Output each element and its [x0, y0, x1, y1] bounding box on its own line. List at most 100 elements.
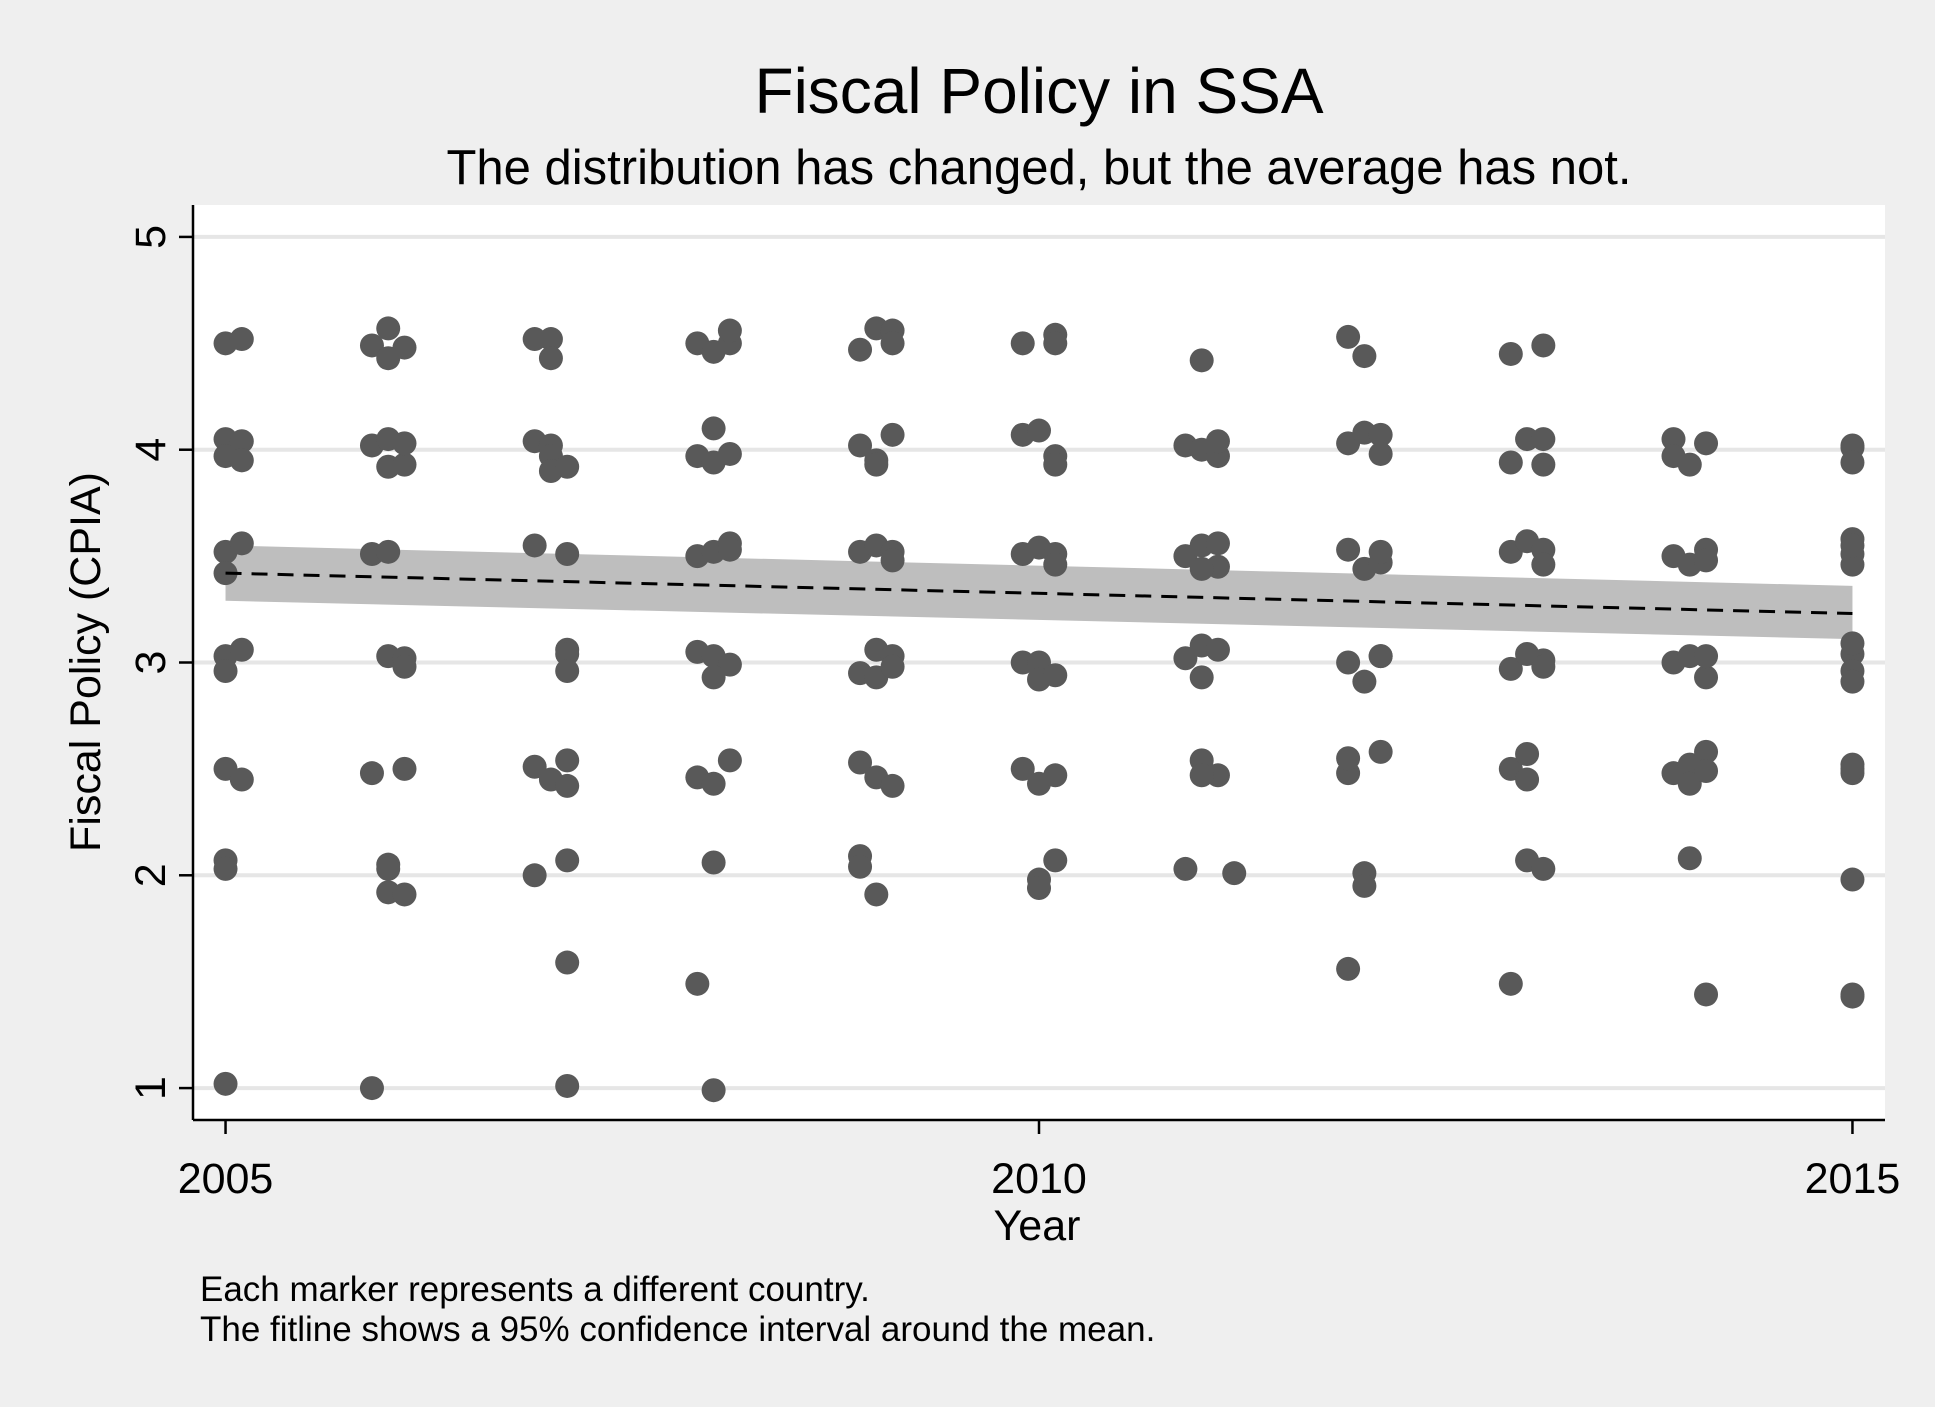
data-point: [717, 748, 742, 773]
data-point: [1352, 344, 1377, 369]
data-point: [538, 327, 563, 352]
data-point: [1027, 876, 1051, 901]
data-point: [1498, 971, 1523, 996]
data-point: [359, 333, 384, 358]
data-point: [555, 748, 580, 773]
data-point: [1677, 771, 1702, 796]
data-point: [1694, 739, 1719, 764]
data-points: [213, 316, 1865, 1103]
y-axis-label: Fiscal Policy (CPIA): [62, 472, 110, 852]
data-point: [717, 652, 742, 677]
data-point: [1694, 548, 1719, 573]
data-point: [1189, 763, 1214, 788]
data-point: [701, 771, 726, 796]
data-point: [701, 850, 726, 875]
data-point: [1840, 631, 1865, 656]
chart-title: Fiscal Policy in SSA: [754, 55, 1323, 127]
data-point: [1840, 433, 1865, 458]
data-point: [1498, 450, 1523, 475]
data-point: [701, 416, 726, 441]
data-point: [1368, 739, 1393, 764]
data-point: [1531, 654, 1556, 679]
data-point: [392, 654, 417, 679]
data-point: [1368, 539, 1393, 564]
data-point: [1043, 848, 1068, 873]
data-point: [1352, 873, 1377, 898]
x-tick-label: 2010: [991, 1155, 1087, 1203]
data-point: [1531, 856, 1556, 881]
data-point: [1840, 984, 1865, 1009]
data-point: [1352, 669, 1377, 694]
data-point: [717, 441, 742, 466]
data-point: [392, 431, 417, 456]
data-point: [1336, 956, 1361, 981]
data-point: [522, 863, 547, 888]
data-point: [1043, 663, 1068, 688]
data-point: [1840, 533, 1865, 558]
data-point: [1531, 552, 1556, 577]
data-point: [1189, 348, 1214, 373]
data-point: [376, 539, 401, 564]
data-point: [555, 541, 580, 566]
data-point: [229, 767, 254, 792]
fitline-layer: [225, 571, 1853, 616]
data-point: [685, 971, 710, 996]
data-point: [1694, 431, 1719, 456]
data-point: [1027, 418, 1051, 443]
chart-subtitle: The distribution has changed, but the av…: [447, 141, 1632, 195]
data-point: [1531, 333, 1556, 358]
data-point: [1694, 759, 1719, 784]
data-point: [522, 533, 547, 558]
data-point: [555, 848, 580, 873]
data-point: [555, 659, 580, 684]
data-point: [1336, 537, 1361, 562]
footnote-markers: Each marker represents a different count…: [200, 1270, 870, 1309]
data-point: [555, 454, 580, 479]
data-point: [1173, 646, 1198, 671]
axis-ticks: 1 2 3 4 5 2005 2010 2015: [127, 225, 1900, 1203]
data-point: [229, 531, 254, 556]
data-point: [848, 750, 873, 775]
data-point: [1173, 856, 1198, 881]
y-tick-label: 3: [127, 651, 175, 675]
data-point: [1840, 756, 1865, 781]
data-point: [522, 754, 547, 779]
data-point: [392, 756, 417, 781]
data-point: [1694, 665, 1719, 690]
data-point: [1189, 665, 1214, 690]
x-tick-label: 2005: [178, 1155, 274, 1203]
data-point: [555, 1073, 580, 1098]
fitline: [225, 571, 1853, 616]
x-tick-label: 2015: [1805, 1155, 1901, 1203]
data-point: [880, 654, 905, 679]
data-point: [880, 773, 905, 798]
data-point: [848, 337, 873, 362]
data-point: [1336, 324, 1361, 349]
data-point: [1010, 756, 1035, 781]
data-point: [848, 854, 873, 879]
data-point: [864, 452, 889, 477]
data-point: [864, 882, 889, 907]
data-point: [392, 335, 417, 360]
data-point: [1189, 556, 1214, 581]
data-point: [1043, 763, 1068, 788]
data-point: [848, 433, 873, 458]
data-point: [213, 659, 238, 684]
data-point: [1694, 644, 1719, 669]
data-point: [229, 637, 254, 662]
data-point: [1043, 331, 1068, 356]
data-point: [1498, 656, 1523, 681]
data-point: [229, 429, 254, 454]
data-point: [213, 1071, 238, 1096]
data-point: [717, 537, 742, 562]
data-point: [1498, 341, 1523, 366]
data-point: [1515, 767, 1540, 792]
y-tick-label: 5: [127, 225, 175, 249]
data-point: [1677, 846, 1702, 871]
data-point: [1531, 452, 1556, 477]
data-point: [555, 950, 580, 975]
data-point: [1515, 742, 1540, 766]
data-point: [701, 665, 726, 690]
data-point: [213, 856, 238, 881]
data-point: [1205, 429, 1230, 454]
